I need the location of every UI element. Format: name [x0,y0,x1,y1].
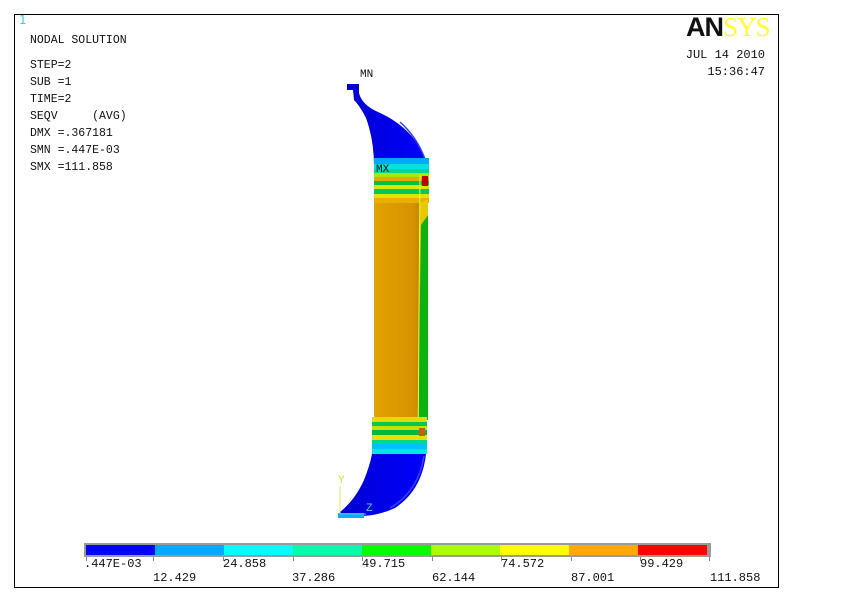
contour-legend-bar [84,543,711,557]
info-time: TIME=2 [30,93,72,106]
info-dmx: DMX =.367181 [30,127,113,140]
legend-label-6: 74.572 [501,557,545,571]
legend-label-4: 49.715 [362,557,406,571]
legend-label-9: 111.858 [710,571,761,585]
legend-label-0: .447E-03 [84,557,142,571]
legend-swatch-9 [638,545,707,555]
legend-swatch-7 [500,545,569,555]
top-head-region [347,84,428,166]
result-title: NODAL SOLUTION [30,34,127,47]
legend-swatch-8 [569,545,638,555]
legend-label-3: 37.286 [292,571,336,585]
time-label: 15:36:47 [707,65,765,79]
triad-z-label: Z [366,503,373,515]
info-step: STEP=2 [30,59,72,72]
ansys-logo: ANSYS [686,12,771,42]
bottom-head-region [340,454,426,516]
legend-swatch-5 [362,545,431,555]
cylinder-region [374,203,420,417]
legend-label-5: 62.144 [432,571,476,585]
legend-swatch-4 [293,545,362,555]
max-marker: MX [376,164,390,176]
legend-swatch-3 [224,545,293,555]
legend-swatch-1 [86,545,155,555]
date-label: JUL 14 2010 [685,48,765,62]
legend-label-8: 99.429 [640,557,684,571]
info-smx: SMX =111.858 [30,161,113,174]
legend-label-1: 12.429 [153,571,197,585]
legend-label-7: 87.001 [571,571,615,585]
info-result-item: SEQV (AVG) [30,110,127,123]
legend-label-2: 24.858 [223,557,267,571]
legend-swatch-6 [431,545,500,555]
min-marker: MN [360,69,374,81]
info-smn: SMN =.447E-03 [30,144,120,157]
legend-swatch-2 [155,545,224,555]
info-sub: SUB =1 [30,76,72,89]
triad-y-label: Y [338,475,345,487]
window-number: 1 [19,13,27,27]
